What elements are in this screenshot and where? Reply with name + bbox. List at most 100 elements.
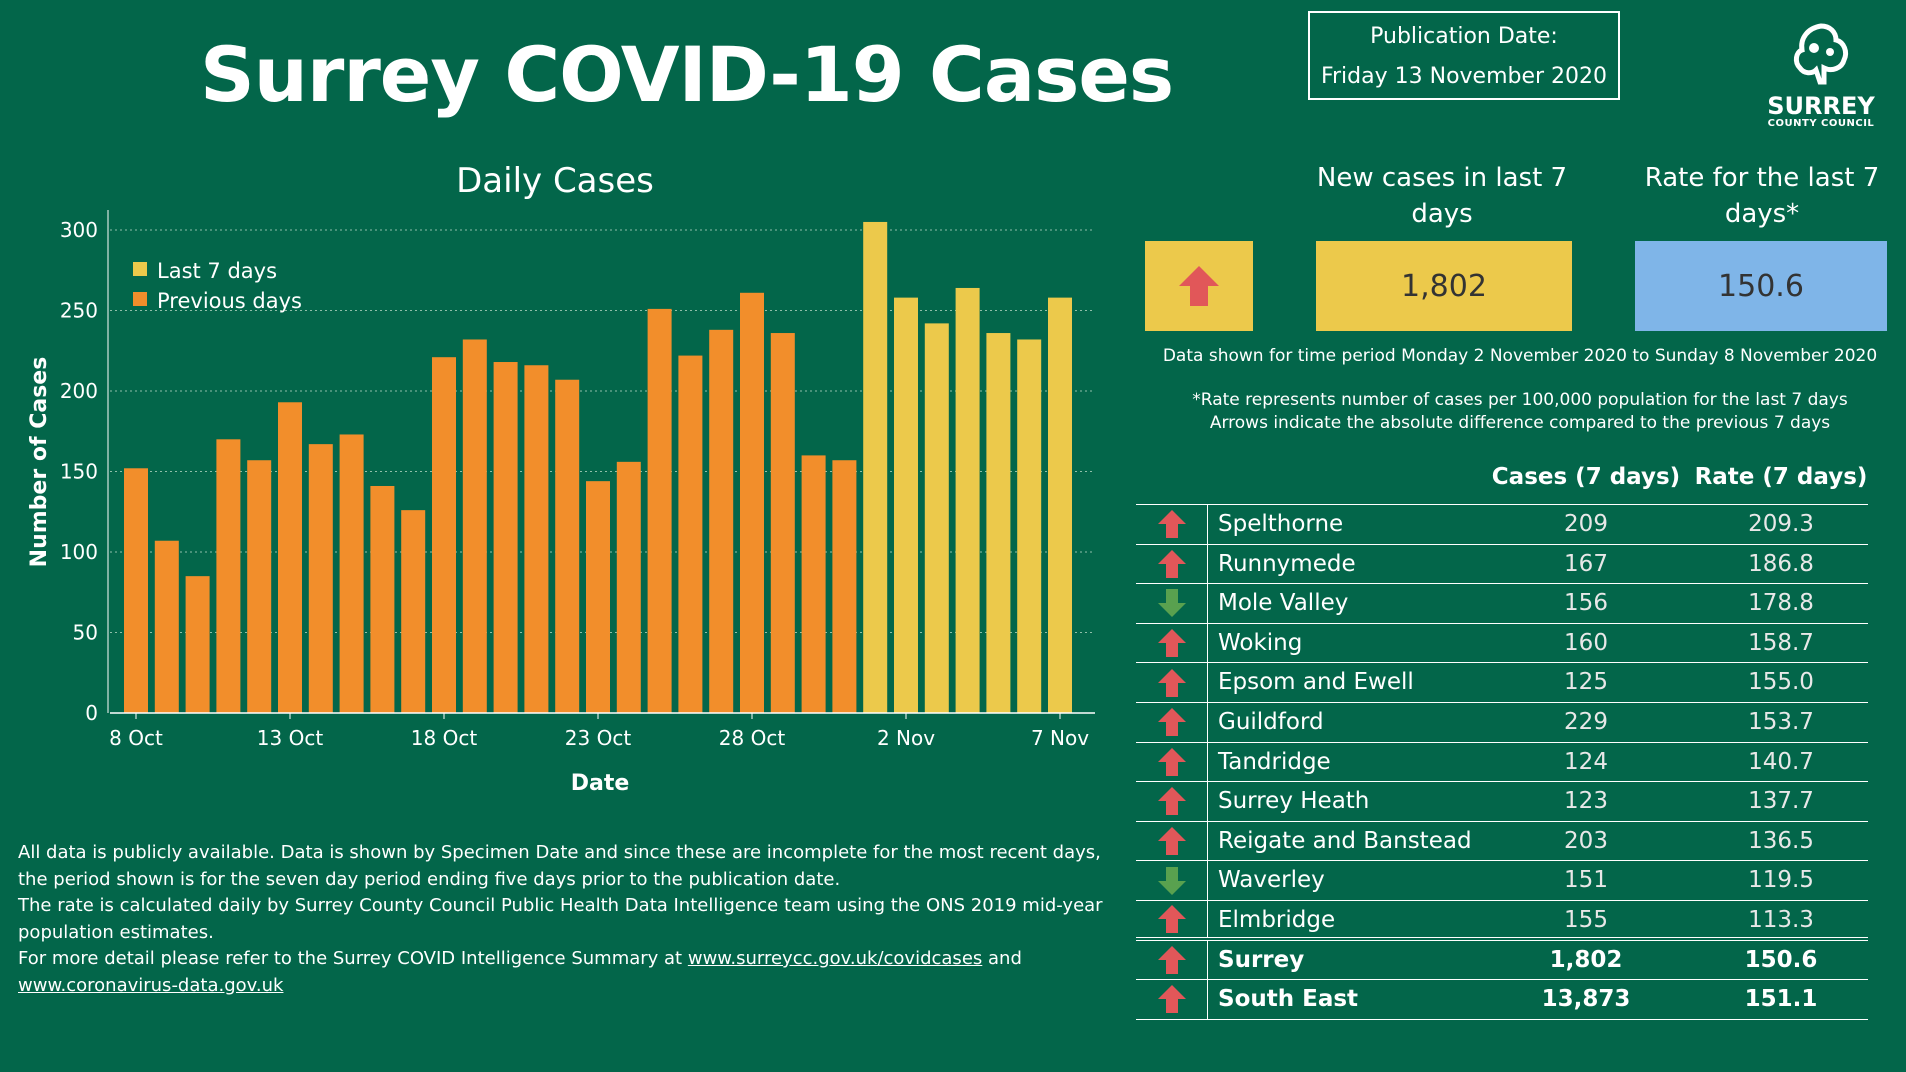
arrow-up-icon bbox=[1157, 747, 1186, 776]
trend-cell bbox=[1136, 742, 1208, 782]
bar-23-oct bbox=[586, 481, 610, 713]
cases-value: 209 bbox=[1564, 511, 1608, 537]
table-row: Surrey Heath 123 137.7 bbox=[1136, 782, 1868, 822]
rate-value: 158.7 bbox=[1748, 629, 1814, 656]
cases-value: 229 bbox=[1564, 708, 1608, 735]
arrow-up-icon bbox=[1157, 629, 1186, 658]
y-axis-label: Number of Cases bbox=[27, 357, 52, 568]
rate-note: *Rate represents number of cases per 100… bbox=[1140, 389, 1900, 435]
table-row: Woking 160 158.7 bbox=[1136, 623, 1868, 664]
arrow-up-icon bbox=[1157, 708, 1186, 737]
column-header-cases: Cases (7 days) bbox=[1491, 464, 1681, 490]
district-name: Tandridge bbox=[1218, 748, 1331, 775]
footnote-line1: All data is publicly available. Data is … bbox=[18, 842, 1101, 863]
trend-cell bbox=[1136, 861, 1208, 900]
rate-value: 140.7 bbox=[1748, 748, 1814, 775]
table-row: Waverley 151 119.5 bbox=[1136, 861, 1868, 901]
footnote-line6: www.coronavirus-data.gov.uk bbox=[18, 973, 1118, 1000]
table-row: Reigate and Banstead 203 136.5 bbox=[1136, 821, 1868, 862]
legend-swatch-previous bbox=[133, 292, 147, 306]
bar-29-oct bbox=[770, 333, 795, 713]
rate-note-line1: *Rate represents number of cases per 100… bbox=[1192, 390, 1848, 410]
rate-value: 150.6 bbox=[1744, 946, 1818, 973]
y-tick-label: 150 bbox=[60, 460, 98, 484]
legend-label-last7: Last 7 days bbox=[157, 259, 277, 283]
district-name: Surrey Heath bbox=[1218, 788, 1370, 815]
trend-cell bbox=[1136, 940, 1208, 980]
bar-11-oct bbox=[216, 439, 241, 713]
table-row: Epsom and Ewell 125 155.0 bbox=[1136, 663, 1868, 703]
bar-7-nov bbox=[1048, 297, 1072, 713]
cases-value: 167 bbox=[1564, 550, 1608, 577]
kpi-trend-box bbox=[1145, 241, 1253, 331]
coronavirus-data-link[interactable]: www.coronavirus-data.gov.uk bbox=[18, 974, 284, 996]
bar-6-nov bbox=[1017, 339, 1042, 713]
y-tick-label: 300 bbox=[60, 218, 98, 242]
x-tick-label: 18 Oct bbox=[411, 726, 478, 750]
table-row: Mole Valley 156 178.8 bbox=[1136, 584, 1868, 624]
logo-subtext: COUNTY COUNCIL bbox=[1767, 118, 1875, 129]
y-tick-label: 250 bbox=[60, 299, 98, 323]
surreycc-link[interactable]: www.surreycc.gov.uk/covidcases bbox=[687, 948, 983, 969]
rate-value: 153.7 bbox=[1748, 708, 1814, 735]
district-name: Epsom and Ewell bbox=[1218, 669, 1414, 696]
chart-title: Daily Cases bbox=[456, 161, 654, 201]
kpi-cases-heading: New cases in last 7 days bbox=[1316, 163, 1568, 229]
bar-16-oct bbox=[370, 485, 395, 713]
y-axis-ticks: 0 50 100 150 200 250 300 bbox=[60, 218, 98, 725]
cases-value: 13,873 bbox=[1541, 986, 1631, 1013]
table-row: Spelthorne 209 209.3 bbox=[1136, 505, 1868, 545]
cases-value: 155 bbox=[1564, 906, 1608, 933]
district-name: Guildford bbox=[1218, 708, 1324, 735]
table-row: Guildford 229 153.7 bbox=[1136, 702, 1868, 743]
cases-value: 124 bbox=[1564, 748, 1608, 775]
cases-value: 123 bbox=[1564, 788, 1608, 815]
district-name: Runnymede bbox=[1218, 550, 1356, 577]
bar-5-nov bbox=[986, 333, 1011, 713]
cases-value: 203 bbox=[1564, 827, 1608, 854]
bar-4-nov bbox=[955, 287, 980, 713]
arrow-up-icon bbox=[1157, 945, 1186, 974]
bar-10-oct bbox=[185, 576, 210, 713]
cases-value: 151 bbox=[1564, 867, 1608, 894]
bar-14-oct bbox=[308, 444, 333, 713]
bar-20-oct bbox=[493, 362, 518, 713]
district-name: Woking bbox=[1218, 629, 1303, 656]
table-body: Spelthorne 209 209.3 Runnymede 167 186.8 Mole … bbox=[1136, 504, 1868, 1020]
publication-date: Friday 13 November 2020 bbox=[1320, 64, 1608, 89]
x-tick-label: 8 Oct bbox=[109, 726, 163, 750]
legend-label-previous: Previous days bbox=[157, 289, 302, 313]
bar-24-oct bbox=[616, 461, 641, 713]
bar-31-oct bbox=[832, 460, 857, 713]
bar-18-oct bbox=[432, 357, 456, 713]
bar-28-oct bbox=[740, 292, 764, 713]
bar-26-oct bbox=[678, 355, 703, 713]
trend-cell bbox=[1136, 702, 1208, 742]
x-tick-label: 28 Oct bbox=[719, 726, 786, 750]
publication-label: Publication Date: bbox=[1370, 24, 1558, 49]
arrow-down-icon bbox=[1157, 866, 1186, 895]
bar-25-oct bbox=[647, 308, 672, 713]
trend-cell bbox=[1136, 663, 1208, 702]
rate-value: 155.0 bbox=[1748, 669, 1814, 696]
kpi-rate-heading: Rate for the last 7 days* bbox=[1644, 163, 1880, 229]
x-tick-label: 2 Nov bbox=[877, 726, 935, 750]
cases-value: 156 bbox=[1564, 590, 1608, 617]
y-tick-label: 200 bbox=[60, 379, 98, 403]
daily-cases-chart: Daily Cases 0 50 100 150 200 250 300 8 Oct 13 O… bbox=[27, 161, 1095, 796]
bar-2-nov bbox=[894, 297, 918, 713]
cases-value: 1,802 bbox=[1549, 946, 1623, 973]
rate-note-line2: Arrows indicate the absolute difference … bbox=[1209, 413, 1831, 433]
arrow-up-icon bbox=[1157, 510, 1186, 539]
footnote-line5: For more detail please refer to the Surr… bbox=[18, 946, 1118, 973]
rate-value: 119.5 bbox=[1748, 867, 1814, 894]
y-tick-label: 100 bbox=[60, 540, 98, 564]
district-name: Mole Valley bbox=[1218, 590, 1349, 617]
bar-3-nov bbox=[924, 323, 949, 713]
x-tick-label: 23 Oct bbox=[565, 726, 632, 750]
arrow-up-icon bbox=[1157, 787, 1186, 816]
y-tick-label: 50 bbox=[73, 621, 98, 645]
rate-value: 113.3 bbox=[1748, 906, 1814, 933]
bar-17-oct bbox=[401, 510, 426, 713]
x-axis-label: Date bbox=[571, 771, 630, 796]
